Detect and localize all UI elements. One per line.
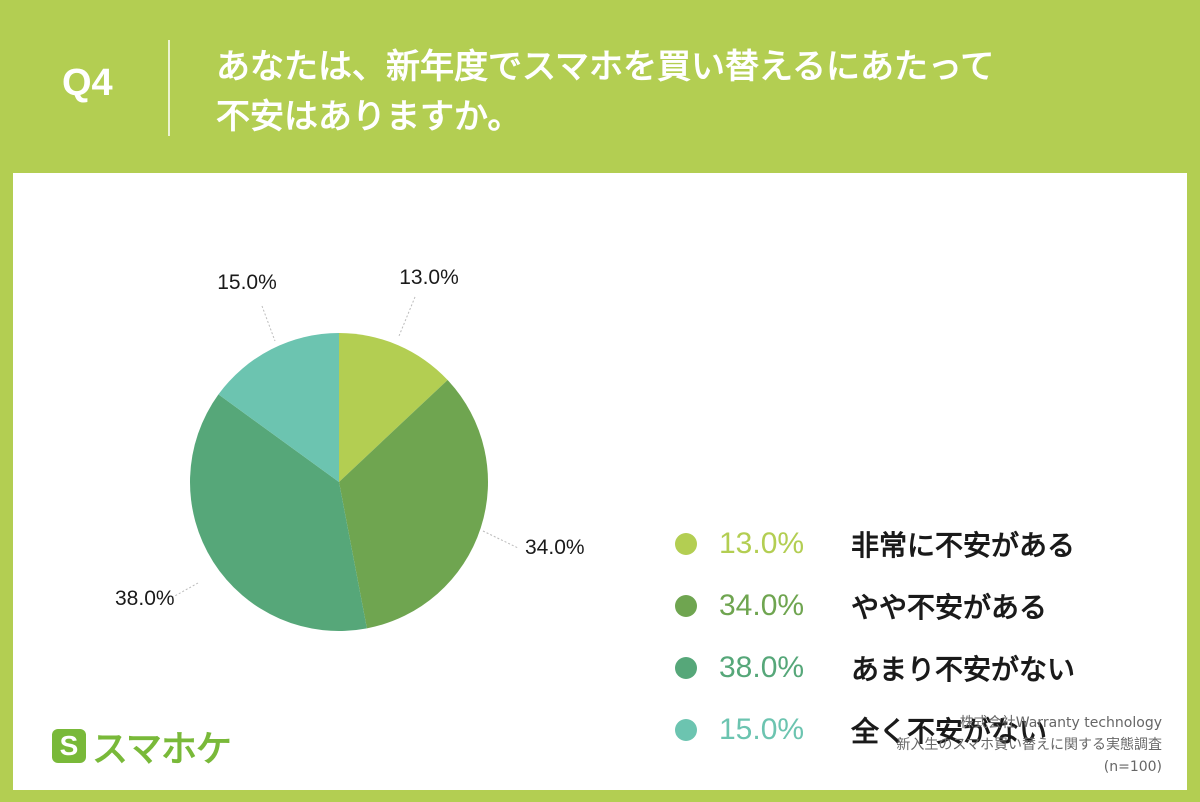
chart-card: 13.0% 34.0% 38.0% 15.0% 13.0% 非常に不安がある 34.0…	[13, 173, 1187, 790]
leader-line	[172, 582, 199, 598]
data-label: 13.0%	[399, 266, 459, 289]
pie-slice	[218, 333, 339, 482]
data-label: 38.0%	[115, 587, 175, 610]
legend-item: 15.0% 全く不安がない	[675, 699, 1075, 761]
pie-slice	[339, 333, 448, 482]
data-label: 34.0%	[525, 536, 585, 559]
source-note: 株式会社Warranty technology 新入生のスマホ買い替えに関する実…	[896, 712, 1162, 778]
legend-label: 非常に不安がある	[851, 529, 1076, 562]
pie-slice	[190, 394, 367, 631]
header-divider	[168, 40, 170, 136]
legend-percent: 15.0%	[719, 713, 805, 746]
legend: 13.0% 非常に不安がある 34.0% やや不安がある 38.0% あまり不安…	[675, 513, 1075, 761]
pie-chart: 13.0% 34.0% 38.0% 15.0%	[115, 266, 585, 631]
question-title: あなたは、新年度でスマホを買い替えるにあたって 不安はありますか。	[216, 42, 994, 142]
header-bar: Q4 あなたは、新年度でスマホを買い替えるにあたって 不安はありますか。	[0, 0, 1200, 172]
legend-swatch	[675, 657, 697, 679]
legend-percent: 13.0%	[719, 527, 805, 560]
sumahoke-logo: S スマホケ	[52, 720, 232, 772]
legend-item: 34.0% やや不安がある	[675, 575, 1075, 637]
data-label: 15.0%	[217, 271, 277, 294]
legend-swatch	[675, 533, 697, 555]
legend-label: あまり不安がない	[851, 653, 1076, 686]
legend-label: やや不安がある	[851, 591, 1048, 624]
source-sample: (n=100)	[1103, 759, 1162, 775]
leader-line	[398, 296, 416, 337]
leader-line	[261, 305, 276, 342]
legend-item: 13.0% 非常に不安がある	[675, 513, 1075, 575]
legend-swatch	[675, 719, 697, 741]
legend-swatch	[675, 595, 697, 617]
source-survey: 新入生のスマホ買い替えに関する実態調査	[896, 737, 1162, 753]
leader-line	[482, 530, 519, 549]
legend-percent: 34.0%	[719, 589, 805, 622]
logo-mark: S	[52, 729, 86, 763]
legend-label: 全く不安がない	[851, 715, 1048, 748]
question-number: Q4	[62, 62, 113, 104]
legend-percent: 38.0%	[719, 651, 805, 684]
pie-slice	[339, 380, 488, 629]
source-company: 株式会社Warranty technology	[959, 715, 1162, 731]
question-title-line2: 不安はありますか。	[216, 97, 522, 137]
logo-text: スマホケ	[92, 729, 232, 770]
question-title-line1: あなたは、新年度でスマホを買い替えるにあたって	[216, 47, 995, 87]
legend-item: 38.0% あまり不安がない	[675, 637, 1075, 699]
